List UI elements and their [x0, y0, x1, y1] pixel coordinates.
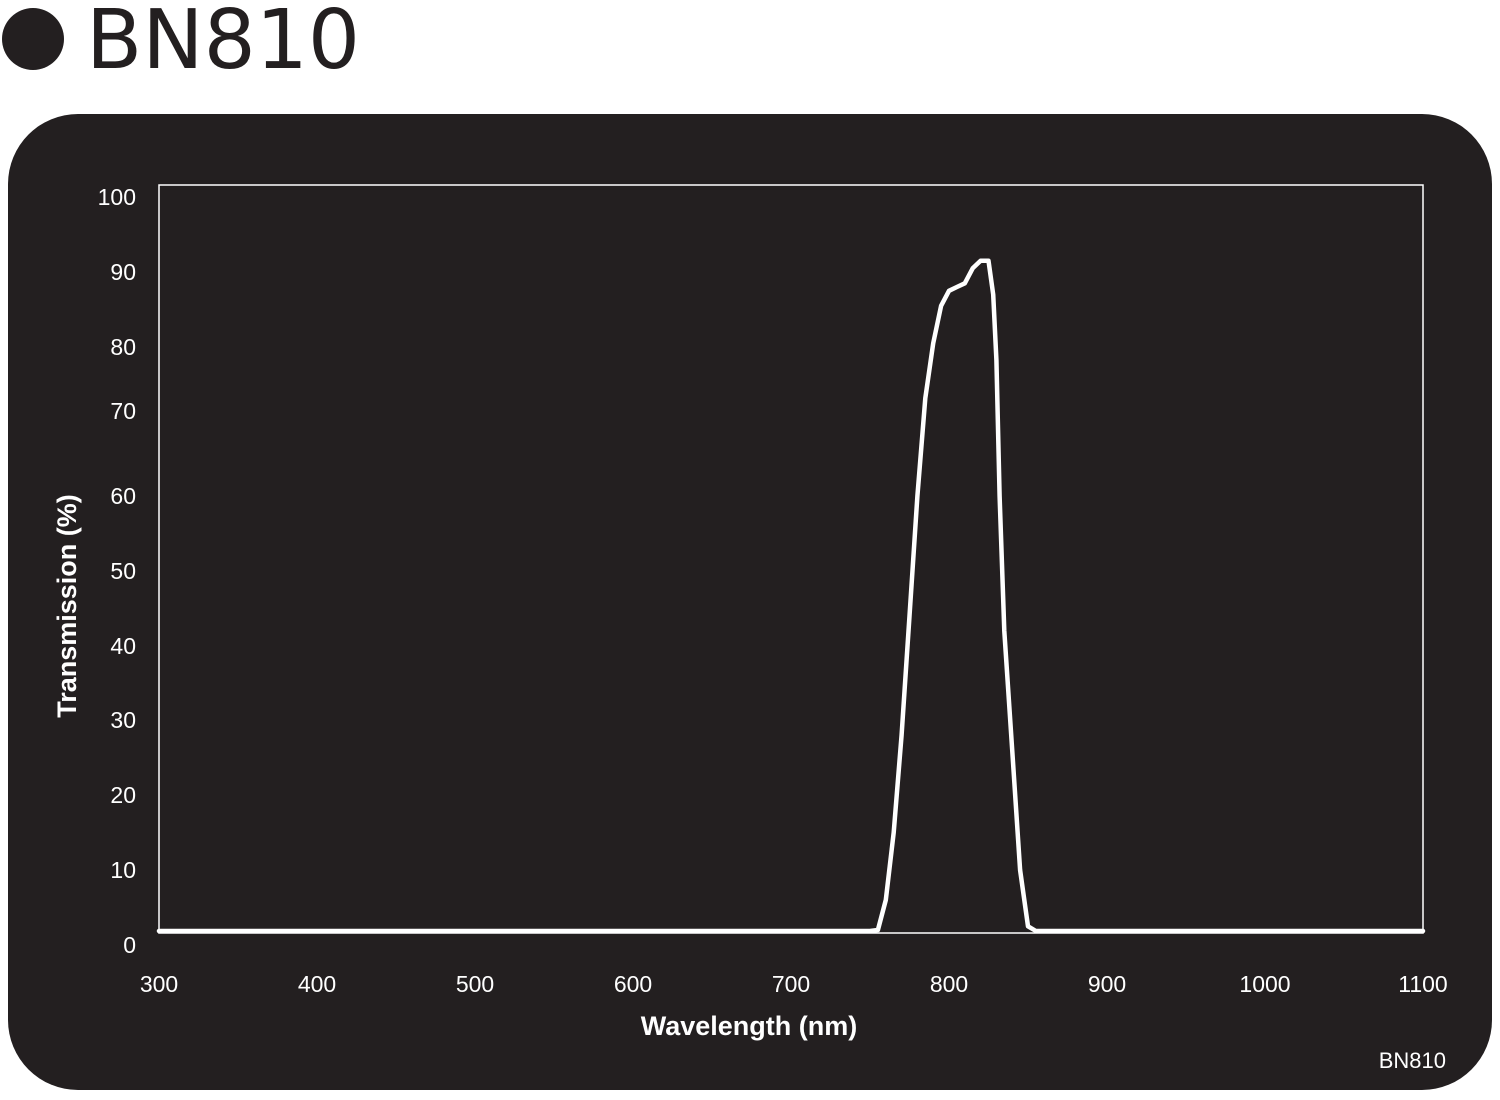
x-tick-label: 400 [298, 971, 336, 997]
y-tick-label: 0 [123, 932, 136, 958]
y-tick-label: 30 [110, 707, 136, 733]
y-tick-labels: 0 10 20 30 40 50 60 70 80 90 100 [98, 184, 136, 958]
y-tick-label: 40 [110, 633, 136, 659]
y-tick-label: 90 [110, 259, 136, 285]
x-tick-labels: 300 400 500 600 700 800 900 1000 1100 [140, 971, 1448, 997]
y-tick-label: 80 [110, 334, 136, 360]
x-tick-label: 700 [772, 971, 810, 997]
x-tick-label: 300 [140, 971, 178, 997]
y-tick-label: 100 [98, 184, 136, 210]
footer-label: BN810 [1379, 1048, 1446, 1073]
x-tick-label: 600 [614, 971, 652, 997]
transmission-curve [156, 258, 1426, 934]
y-axis-label: Transmission (%) [52, 494, 82, 718]
x-tick-label: 900 [1088, 971, 1126, 997]
x-tick-label: 800 [930, 971, 968, 997]
x-tick-label: 500 [456, 971, 494, 997]
y-tick-label: 50 [110, 558, 136, 584]
y-tick-label: 20 [110, 782, 136, 808]
y-tick-label: 60 [110, 483, 136, 509]
x-tick-label: 1000 [1239, 971, 1290, 997]
x-axis-label: Wavelength (nm) [641, 1011, 858, 1041]
chart-panel [8, 114, 1492, 1090]
x-tick-label: 1100 [1398, 971, 1447, 997]
title-bar: BN810 [0, 0, 500, 100]
y-tick-label: 10 [110, 857, 136, 883]
plot-frame [158, 184, 1424, 934]
page-title: BN810 [86, 0, 361, 88]
y-tick-label: 70 [110, 398, 136, 424]
bullet-dot-icon [2, 8, 64, 70]
